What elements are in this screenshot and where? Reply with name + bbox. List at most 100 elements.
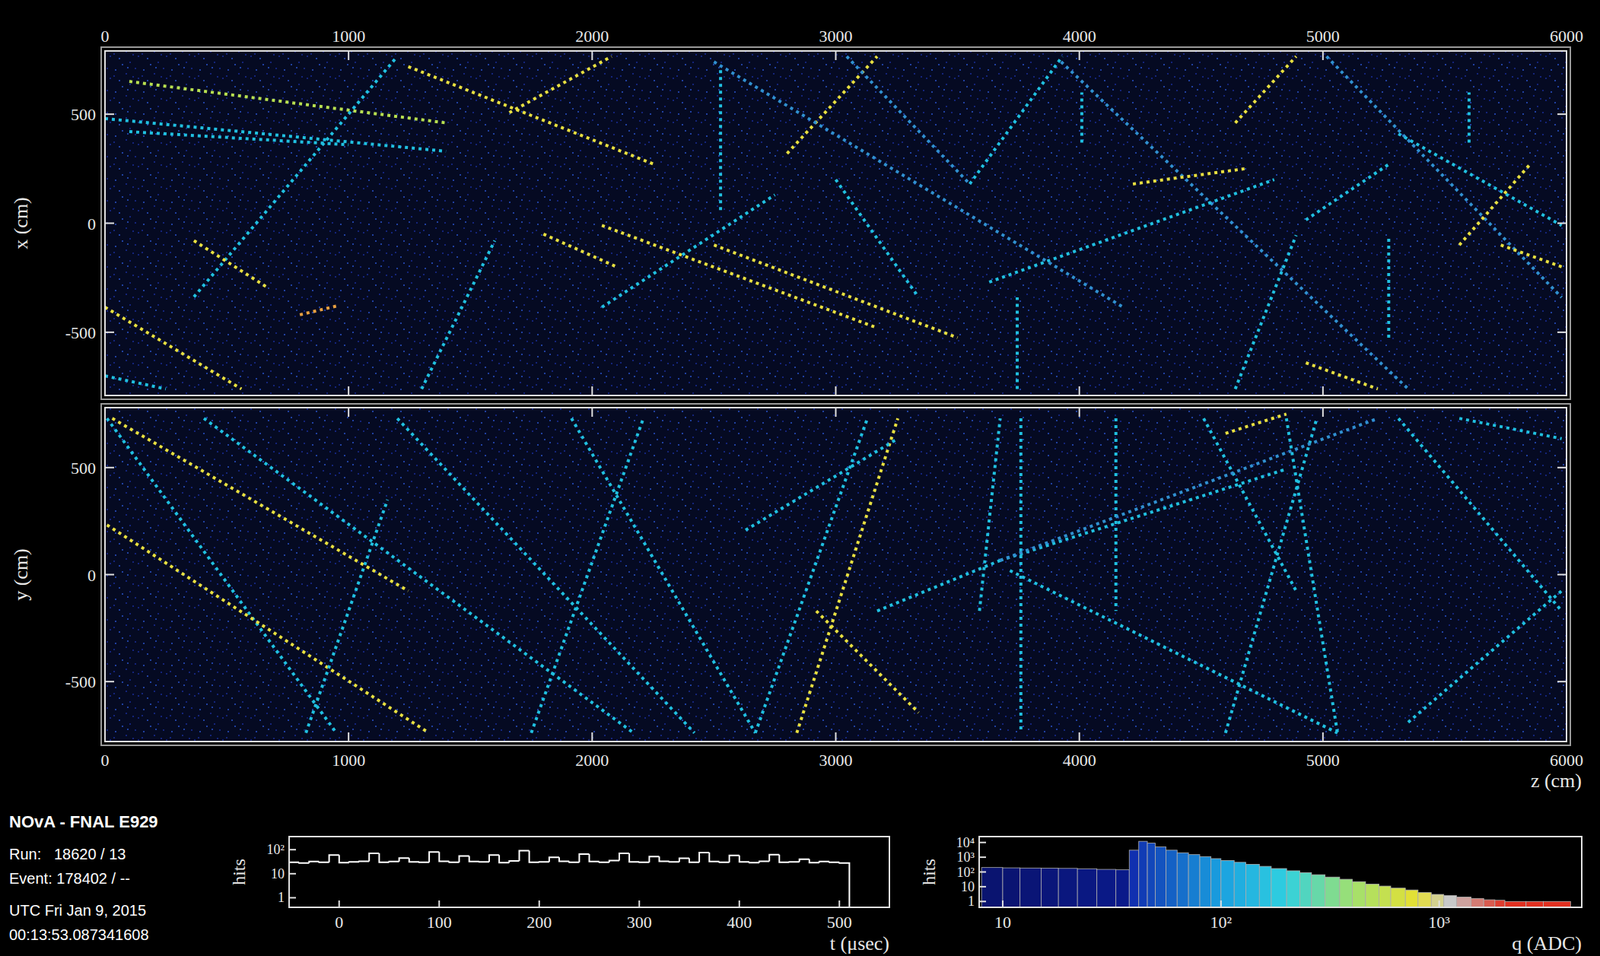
tick-label: 10 [960, 879, 975, 895]
tick-label: 10 [994, 912, 1012, 933]
frame [104, 50, 1567, 396]
track [104, 118, 446, 152]
bin [368, 853, 379, 862]
bin [709, 852, 719, 863]
tick [1557, 467, 1567, 469]
track [531, 418, 643, 734]
bin [1271, 868, 1287, 908]
track [299, 305, 337, 315]
bin [1471, 898, 1485, 908]
bin [1526, 901, 1544, 908]
track [1019, 418, 1023, 734]
bin [729, 855, 740, 863]
tick [347, 732, 350, 742]
bin [1234, 862, 1246, 908]
tick-label: 1000 [331, 26, 366, 46]
tick-label: 2000 [575, 750, 609, 770]
tick [1565, 50, 1568, 61]
bin [599, 861, 610, 864]
bin [1211, 858, 1222, 908]
axis-title: hits [229, 858, 249, 886]
bin [1002, 868, 1021, 908]
tick [1220, 900, 1222, 908]
plot-area [979, 836, 1582, 908]
outer-frame [101, 47, 1571, 400]
bin [359, 860, 369, 863]
bin [799, 859, 810, 863]
bin [699, 852, 710, 863]
track [1501, 244, 1562, 268]
tick [591, 407, 593, 417]
bin [1542, 901, 1571, 908]
caption-line: Event: 178402 / -- [9, 870, 131, 888]
bin [539, 861, 550, 863]
tick-label: 10² [1209, 912, 1232, 933]
tick [289, 849, 296, 851]
bin [1444, 896, 1457, 908]
bin [1311, 874, 1326, 908]
bin [1431, 894, 1444, 908]
tick-label: 2000 [575, 26, 609, 46]
bin [659, 856, 670, 862]
axis-title: z (cm) [1530, 769, 1582, 793]
tick-label: 0 [101, 750, 110, 770]
tick-label: 10⁴ [956, 835, 975, 851]
bin [749, 861, 760, 864]
bin [1456, 897, 1471, 908]
tick [1078, 407, 1081, 417]
track [194, 56, 398, 297]
tick [104, 680, 115, 683]
bin [508, 861, 519, 863]
track [979, 418, 1000, 611]
bin [1351, 881, 1365, 908]
tick [1557, 113, 1567, 115]
track [796, 418, 898, 734]
tick [591, 386, 593, 396]
track [1305, 164, 1389, 220]
axis-title: y (cm) [9, 548, 32, 602]
tick [104, 732, 106, 742]
bin [378, 853, 389, 863]
track [1398, 418, 1562, 611]
bin [289, 862, 300, 908]
track [713, 244, 958, 338]
tick-label: 3000 [819, 26, 853, 46]
axis-title: q (ADC) [1511, 932, 1582, 955]
bin [1405, 890, 1419, 908]
bin [429, 852, 439, 863]
tick-label: 5000 [1306, 26, 1340, 46]
tick [1078, 386, 1081, 396]
tick [104, 407, 106, 417]
tick-label: 500 [70, 104, 96, 125]
tick-label: 0 [87, 566, 96, 586]
bin [349, 861, 360, 864]
histogram: 1010²10³11010²10³10⁴hitsq (ADC) [919, 835, 1582, 955]
tick [838, 900, 840, 908]
bin [609, 861, 620, 863]
bin [739, 855, 750, 863]
track [1203, 418, 1297, 592]
track [836, 179, 920, 298]
track [1305, 362, 1378, 389]
bin [619, 853, 630, 862]
tick-label: 300 [626, 912, 653, 933]
bin [1379, 886, 1391, 908]
tick-label: 10² [957, 865, 975, 881]
track [1061, 61, 1409, 389]
bin [789, 861, 800, 863]
track [846, 56, 971, 185]
bin [329, 855, 340, 863]
tick [1438, 900, 1441, 908]
frame [979, 836, 1582, 908]
track [397, 418, 695, 734]
caption-title: NOvA - FNAL E929 [9, 812, 159, 832]
track [877, 560, 1001, 611]
tick [979, 842, 987, 844]
tick [979, 886, 987, 888]
bin [499, 855, 509, 863]
bin [1058, 868, 1078, 908]
bin [529, 851, 540, 863]
track [1114, 418, 1118, 611]
bin [1129, 850, 1139, 908]
track [1398, 133, 1562, 226]
